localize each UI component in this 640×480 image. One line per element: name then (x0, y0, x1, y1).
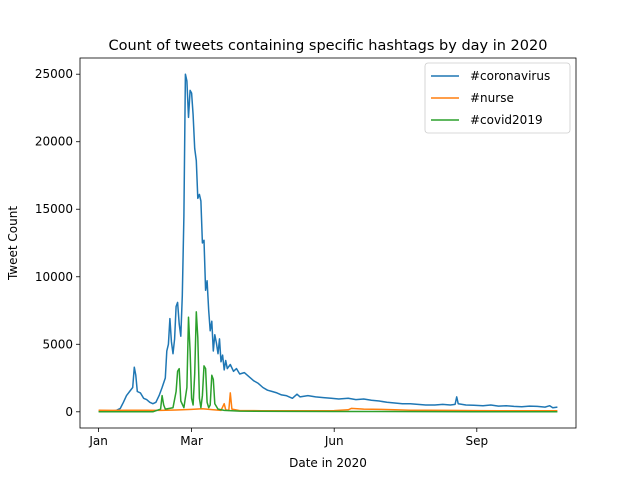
legend-label-2: #nurse (470, 91, 514, 105)
legend-label-3: #covid2019 (470, 113, 543, 127)
y-axis-label: Tweet Count (6, 206, 20, 281)
y-tick-label: 10000 (35, 270, 73, 284)
y-tick-label: 25000 (35, 67, 73, 81)
chart-title: Count of tweets containing specific hash… (109, 38, 548, 54)
y-axis-ticks: 0 5000 10000 15000 20000 25000 (35, 67, 80, 419)
series-line-1 (98, 73, 558, 412)
x-tick-label: Sep (465, 434, 488, 448)
legend: #coronavirus #nurse #covid2019 (424, 62, 571, 134)
y-tick-label: 15000 (35, 202, 73, 216)
x-axis-label: Date in 2020 (289, 456, 367, 470)
series-layer (98, 73, 558, 413)
legend-box (424, 62, 571, 134)
x-tick-label: Jan (88, 434, 108, 448)
x-tick-label: Jun (324, 434, 344, 448)
x-tick-label: Mar (180, 434, 203, 448)
x-axis-ticks: Jan Mar Jun Sep (88, 428, 488, 448)
y-tick-label: 20000 (35, 135, 73, 149)
legend-label-1: #coronavirus (470, 69, 550, 83)
series-line-3 (98, 311, 558, 413)
y-tick-label: 0 (65, 405, 73, 419)
y-tick-label: 5000 (42, 337, 73, 351)
